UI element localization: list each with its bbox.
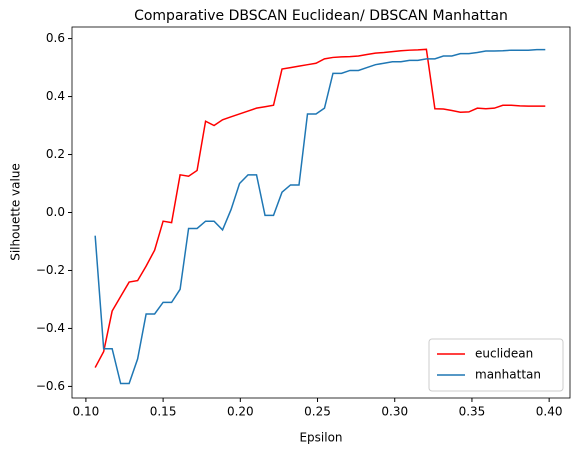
legend-label: euclidean [475, 347, 533, 361]
y-tick-label: 0.0 [46, 205, 65, 219]
chart-title: Comparative DBSCAN Euclidean/ DBSCAN Man… [134, 8, 508, 24]
legend-box [428, 338, 564, 392]
y-tick-label: −0.2 [36, 263, 65, 277]
y-tick-label: 0.2 [46, 147, 65, 161]
line-series [94, 48, 546, 385]
y-tick-label: 0.4 [46, 89, 65, 103]
x-axis-label: Epsilon [299, 431, 342, 445]
x-tick-label: 0.25 [304, 405, 331, 419]
x-tick-label: 0.30 [381, 405, 408, 419]
legend-label: manhattan [475, 368, 541, 382]
y-axis-label: Silhouette value [9, 163, 23, 261]
x-tick-label: 0.20 [227, 405, 254, 419]
y-tick-label: −0.6 [36, 379, 65, 393]
y-tick-label: 0.6 [46, 31, 65, 45]
y-tick-label: −0.4 [36, 321, 65, 335]
x-tick-label: 0.10 [73, 405, 100, 419]
legend: euclidean manhattan [428, 338, 564, 392]
x-tick-label: 0.15 [150, 405, 177, 419]
plot-frame [71, 26, 571, 399]
x-tick-label: 0.40 [536, 405, 563, 419]
x-tick-label: 0.35 [459, 405, 486, 419]
line-series [94, 48, 546, 368]
